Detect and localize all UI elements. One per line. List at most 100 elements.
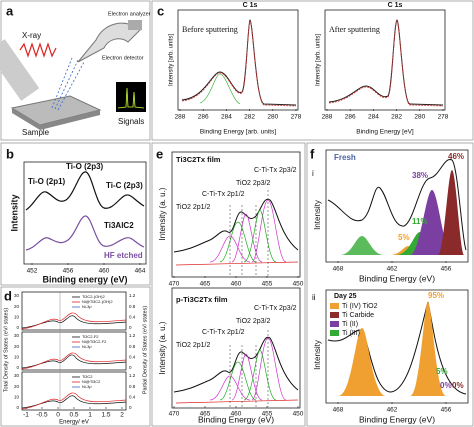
components [219, 209, 277, 263]
y-tick-label: 0 [129, 365, 132, 370]
value-label: 46% [448, 152, 464, 161]
y-tick-label: 1.2 [129, 333, 136, 338]
legend-label: Ti3C2-F2 [82, 334, 99, 339]
y-axis-label: Intensity [313, 340, 322, 370]
y-tick-label: 0.4 [129, 355, 136, 360]
x-axis-label: Binding Energy [arb. units] [200, 129, 276, 136]
plot-note: Before sputtering [182, 25, 238, 34]
legend-swatch [330, 321, 339, 327]
xray-label: X-ray [22, 31, 41, 40]
sample-side [12, 108, 100, 130]
panel-label: b [6, 146, 14, 161]
x-tick-label: 456 [63, 268, 74, 275]
y-tick-label: 0 [129, 325, 132, 330]
peak-label: TiO2 2p3/2 [236, 180, 270, 187]
x-axis-label: Binding Energy (eV) [359, 273, 435, 283]
x-tick-label: 278 [291, 114, 302, 121]
x-tick-label: 465 [200, 281, 211, 288]
peak-label: C-Ti-Tx 2p3/2 [254, 305, 297, 312]
x-tick-label: 460 [231, 281, 242, 288]
x-axis-label: Binding energy (eV) [42, 274, 127, 284]
x-tick-label: 456 [441, 407, 452, 414]
legend-swatch [330, 303, 339, 309]
dos-curve [21, 395, 127, 409]
y-axis-label: Intensity [arb. units] [169, 34, 175, 86]
legend-label: Ni@Ti3C2-F2 [82, 339, 107, 344]
legend-label: Ti (II) [342, 321, 358, 328]
spectrum [327, 159, 467, 251]
x-tick-label: 284 [221, 114, 232, 121]
panel-label: e [156, 146, 163, 161]
signals-trace [117, 87, 145, 109]
x-tick-label: 288 [322, 114, 333, 121]
y-tick-label: 0 [16, 325, 19, 330]
subplot-label: ii [312, 293, 316, 302]
y-axis-label: Intensity [arb. units] [316, 34, 322, 86]
x-tick-label: 465 [200, 411, 211, 418]
plot-title: C 1s [243, 2, 258, 9]
legends: Ti3C2-(OH)2Ni@Ti3C2-(OH)2Ni-3pTi3C2-F2Ni… [72, 294, 113, 389]
panel-label: d [4, 288, 12, 303]
x-tick-label: 468 [333, 407, 344, 414]
x-tick-label: 288 [175, 114, 186, 121]
y-tick-label: 30 [14, 293, 20, 298]
x-tick-label: -0.5 [36, 412, 48, 419]
panel-b-frame [0, 142, 151, 286]
legend-label: Ni@Ti3C2-(OH)2 [82, 299, 113, 304]
value-label: 5% [436, 367, 448, 376]
x-tick-label: 280 [267, 114, 278, 121]
peak-label: Ti-O (2p1) [28, 177, 66, 186]
xray-source [0, 39, 40, 101]
y2-axis-label: Partial Density of States (eV/ states) [142, 306, 148, 395]
x-tick-label: 455 [262, 411, 273, 418]
y-tick-label: 20 [14, 344, 20, 349]
panel-label: a [6, 3, 14, 18]
peak-label: Ti-O (2p3) [66, 162, 104, 171]
baseline [175, 261, 299, 266]
analyzer-label: Electron analyzer [108, 11, 151, 17]
legend-label: Ni-3p [82, 344, 92, 349]
legend-swatch [330, 312, 339, 318]
spectrum [25, 215, 145, 251]
legend-label: Ni-3p [82, 304, 92, 309]
plot-note: After sputtering [329, 25, 380, 34]
component [338, 302, 446, 396]
plot-title: Day 25 [334, 293, 357, 300]
y-axis-label: Intensity (a. u.) [158, 187, 167, 240]
y-tick-label: 1.2 [129, 373, 136, 378]
panel-e-frame [151, 142, 306, 427]
x-axis-label: Binding Energy [eV] [356, 129, 414, 136]
plot-frame [21, 371, 127, 411]
dos-curve [21, 352, 127, 370]
legend-label: Ti (IV) TiO2 [342, 303, 378, 310]
value-label: 11% [412, 217, 428, 226]
component [410, 190, 452, 255]
component [199, 73, 241, 105]
sample-label: Ti3AlC2 [104, 221, 134, 230]
spectrum [173, 198, 299, 253]
y-tick-label: 0 [16, 365, 19, 370]
spectrum [327, 301, 467, 395]
value-label: 0% [452, 381, 464, 390]
sample-label: HF etched [104, 251, 143, 260]
x-tick-label: 464 [135, 268, 146, 275]
x-tick-label: 462 [387, 266, 398, 273]
dos-curve [21, 392, 127, 410]
plot-frame [177, 9, 299, 111]
plot-frame [325, 289, 469, 404]
panel-f-frame [306, 142, 474, 427]
panel-label: f [310, 146, 315, 161]
y-axis-label: Intensity [9, 194, 19, 231]
x-tick-label: 452 [27, 268, 38, 275]
sample-label: Sample [22, 128, 50, 137]
x-tick-label: -1 [23, 412, 29, 419]
x-tick-label: 460 [99, 268, 110, 275]
peak-label: C-Ti-Tx 2p3/2 [254, 167, 297, 174]
plot-frame [21, 331, 127, 371]
plot-frame [23, 161, 147, 265]
x-tick-label: 0.5 [69, 412, 78, 419]
plot-frame [325, 149, 469, 263]
y-tick-label: 10 [14, 355, 20, 360]
y-axis-label: Total Density of States (eV/ states) [3, 308, 9, 393]
plot-title: Ti3C2Tx film [176, 155, 221, 164]
